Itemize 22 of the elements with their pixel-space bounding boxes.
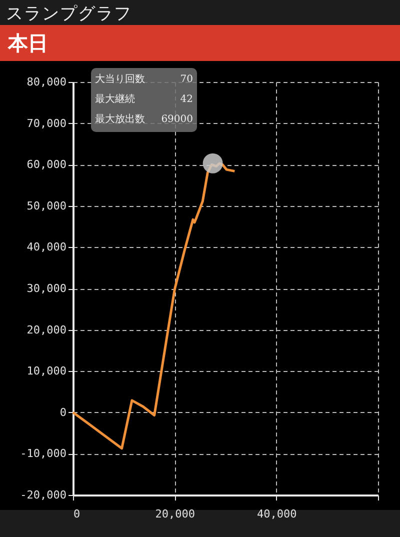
- annotation: 最大継続: [95, 92, 135, 107]
- x-tick-label: 0: [74, 508, 80, 520]
- y-tick-label: -20,000: [20, 488, 66, 502]
- annotation: 70: [180, 73, 193, 87]
- annotation: 69000: [161, 113, 193, 127]
- y-tick-label: 20,000: [26, 323, 66, 336]
- y-tick-label: 30,000: [26, 282, 66, 295]
- annotation: 42: [180, 93, 193, 107]
- y-tick-label: 40,000: [26, 240, 66, 254]
- y-tick-label: 10,000: [26, 364, 66, 378]
- x-tick-label: 40,000: [256, 508, 297, 520]
- chart-title: スランプグラフ: [6, 3, 132, 25]
- y-tick-label: 50,000: [26, 199, 66, 212]
- annotation: 最大放出数: [95, 112, 145, 127]
- x-tick-label: 20,000: [155, 508, 196, 520]
- y-tick-label: 0: [60, 406, 66, 419]
- y-tick-label: -10,000: [20, 447, 66, 460]
- chart-subtitle: 本日: [0, 25, 400, 61]
- y-tick-label: 60,000: [26, 158, 66, 172]
- y-tick-label: 80,000: [26, 76, 66, 88]
- annotation: 大当り回数: [95, 72, 145, 87]
- y-tick-label: 70,000: [26, 116, 66, 130]
